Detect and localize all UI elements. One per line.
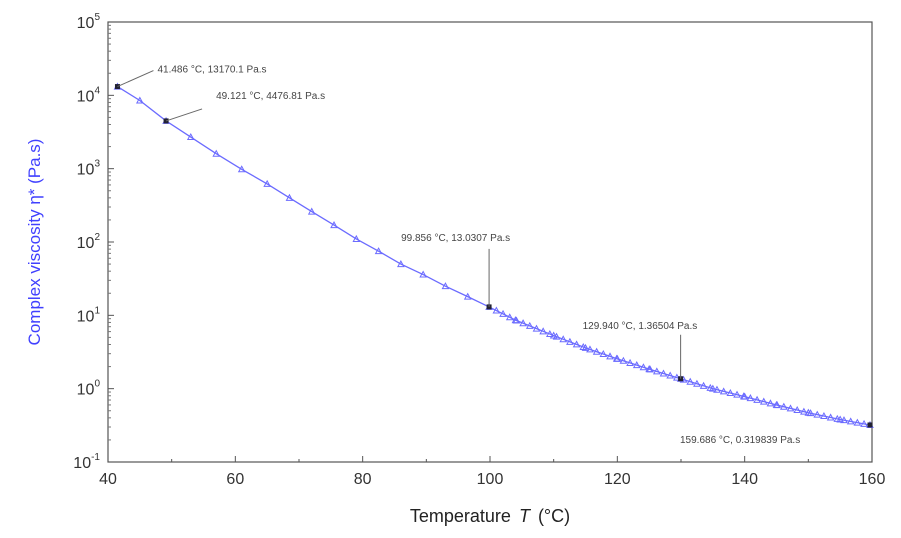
data-point	[659, 369, 668, 377]
data-point	[626, 358, 634, 366]
annotation-label: 129.940 °C, 1.36504 Pa.s	[583, 321, 698, 332]
data-point	[599, 349, 608, 358]
data-point	[646, 365, 654, 373]
x-axis-label: Temperature T (°C)	[410, 506, 570, 526]
data-point	[666, 371, 675, 379]
data-point	[708, 384, 717, 392]
data-point	[719, 387, 728, 395]
data-point	[592, 347, 601, 355]
data-point	[581, 343, 590, 351]
data-point	[833, 414, 842, 422]
x-tick-label: 160	[859, 471, 886, 488]
data-point	[285, 193, 294, 201]
annotation-leader	[117, 70, 154, 88]
y-tick-label: 104	[77, 85, 101, 105]
data-point	[826, 413, 835, 421]
data-point	[800, 407, 808, 415]
data-point	[492, 306, 501, 314]
data-point	[759, 397, 768, 405]
data-point	[813, 410, 822, 418]
data-point	[806, 409, 815, 417]
data-point	[397, 260, 405, 268]
data-point	[499, 309, 507, 317]
data-point	[686, 377, 695, 385]
data-point	[512, 316, 521, 324]
series-line	[117, 86, 871, 426]
data-point	[441, 282, 450, 290]
data-point	[186, 132, 195, 141]
y-tick-label: 10-1	[73, 452, 100, 472]
data-point	[579, 342, 588, 351]
data-point	[786, 404, 795, 412]
data-point	[307, 207, 316, 215]
annotation-label: 99.856 °C, 13.0307 Pa.s	[401, 233, 510, 244]
data-point	[746, 394, 755, 402]
data-point	[706, 383, 715, 391]
data-point	[693, 379, 701, 387]
data-point	[639, 363, 648, 371]
data-point	[699, 381, 708, 389]
data-point	[237, 165, 246, 173]
y-tick-label: 102	[77, 232, 101, 252]
data-point	[419, 270, 427, 278]
data-point	[779, 402, 788, 410]
data-point	[135, 96, 144, 104]
data-point	[559, 335, 568, 343]
data-point	[652, 367, 661, 375]
data-point	[739, 392, 748, 400]
x-tick-label: 120	[604, 471, 631, 488]
data-point	[733, 390, 741, 398]
data-point	[519, 319, 527, 327]
data-point	[330, 221, 338, 229]
data-point	[606, 352, 614, 360]
data-point	[820, 411, 828, 420]
y-axis-label: Complex viscosity η* (Pa.s)	[25, 139, 44, 346]
data-point	[505, 313, 514, 321]
y-tick-label: 101	[77, 305, 101, 325]
data-point	[793, 405, 802, 413]
x-tick-label: 40	[99, 471, 117, 488]
annotation-leader	[165, 108, 203, 122]
x-tick-label: 80	[354, 471, 372, 488]
y-tick-label: 103	[77, 159, 101, 179]
data-point	[773, 401, 781, 409]
data-point	[552, 332, 561, 340]
data-point	[263, 179, 272, 187]
data-point	[463, 292, 472, 300]
data-point	[860, 419, 868, 427]
data-point	[853, 418, 862, 426]
data-point	[546, 329, 554, 338]
data-point	[566, 337, 574, 345]
y-tick-label: 100	[77, 379, 101, 399]
data-point	[612, 354, 621, 362]
data-point	[713, 385, 721, 393]
y-tick-label: 105	[77, 12, 101, 32]
data-point	[539, 327, 548, 335]
data-point	[726, 388, 735, 397]
data-point	[374, 247, 383, 255]
annotation-label: 49.121 °C, 4476.81 Pa.s	[216, 91, 325, 102]
data-point	[632, 361, 641, 369]
data-point	[753, 395, 761, 403]
data-point	[352, 234, 361, 242]
x-tick-label: 60	[226, 471, 244, 488]
data-point	[572, 340, 581, 348]
x-tick-label: 140	[731, 471, 758, 488]
data-point	[619, 356, 628, 364]
data-point	[212, 149, 221, 157]
data-point	[846, 417, 855, 425]
data-point	[532, 324, 541, 332]
data-point	[525, 321, 534, 329]
data-point	[840, 416, 848, 424]
annotation-label: 159.686 °C, 0.319839 Pa.s	[680, 435, 800, 446]
data-point	[766, 399, 775, 407]
x-tick-label: 100	[477, 471, 504, 488]
annotation-marker	[867, 422, 873, 428]
data-point	[586, 345, 594, 353]
annotation-label: 41.486 °C, 13170.1 Pa.s	[157, 65, 266, 76]
